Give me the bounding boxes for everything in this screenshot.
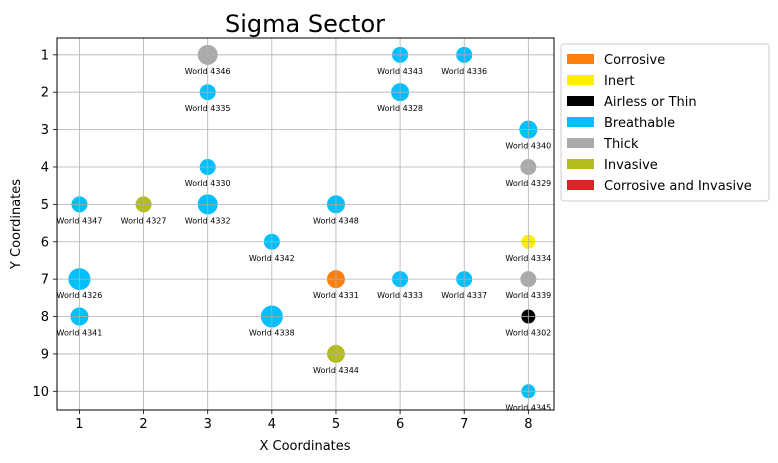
x-tick-label: 2 <box>139 417 147 432</box>
y-tick-label: 8 <box>41 310 49 325</box>
y-axis-ticks: 1 2 3 4 5 6 7 8 9 10 <box>32 48 57 400</box>
x-axis-ticks: 1 2 3 4 5 6 7 8 <box>75 410 532 432</box>
legend-label: Corrosive <box>604 53 665 68</box>
grid-lines <box>57 38 554 410</box>
y-tick-label: 2 <box>41 86 49 101</box>
y-tick-label: 6 <box>41 235 49 250</box>
legend-label: Breathable <box>604 116 675 131</box>
x-tick-label: 7 <box>460 417 468 432</box>
y-axis-label: Y Coordinates <box>9 179 24 270</box>
x-tick-label: 3 <box>204 417 212 432</box>
legend-label: Airless or Thin <box>604 95 697 110</box>
x-tick-label: 6 <box>396 417 404 432</box>
x-tick-label: 1 <box>75 417 83 432</box>
legend-swatch <box>567 117 594 127</box>
legend-label: Invasive <box>604 158 658 173</box>
y-tick-label: 10 <box>32 385 49 400</box>
x-tick-label: 4 <box>268 417 276 432</box>
x-axis-label: X Coordinates <box>259 439 350 454</box>
y-tick-label: 7 <box>41 273 49 288</box>
legend-swatch <box>567 75 594 85</box>
legend-label: Inert <box>604 74 635 89</box>
legend-swatch <box>567 180 594 190</box>
legend-box <box>560 43 770 202</box>
x-tick-label: 8 <box>524 417 532 432</box>
legend-swatch <box>567 138 594 148</box>
chart-title: Sigma Sector <box>225 10 385 38</box>
legend: Corrosive Inert Airless or Thin Breathable T… <box>560 43 770 202</box>
legend-label: Corrosive and Invasive <box>604 179 752 194</box>
x-tick-label: 5 <box>332 417 340 432</box>
legend-swatch <box>567 159 594 169</box>
y-tick-label: 3 <box>41 123 49 138</box>
y-tick-label: 5 <box>41 198 49 213</box>
y-tick-label: 1 <box>41 48 49 63</box>
y-tick-label: 9 <box>41 347 49 362</box>
legend-swatch <box>567 96 594 106</box>
plot-frame <box>56 37 555 411</box>
legend-swatch <box>567 54 594 64</box>
legend-label: Thick <box>603 137 639 152</box>
y-tick-label: 4 <box>41 160 49 175</box>
